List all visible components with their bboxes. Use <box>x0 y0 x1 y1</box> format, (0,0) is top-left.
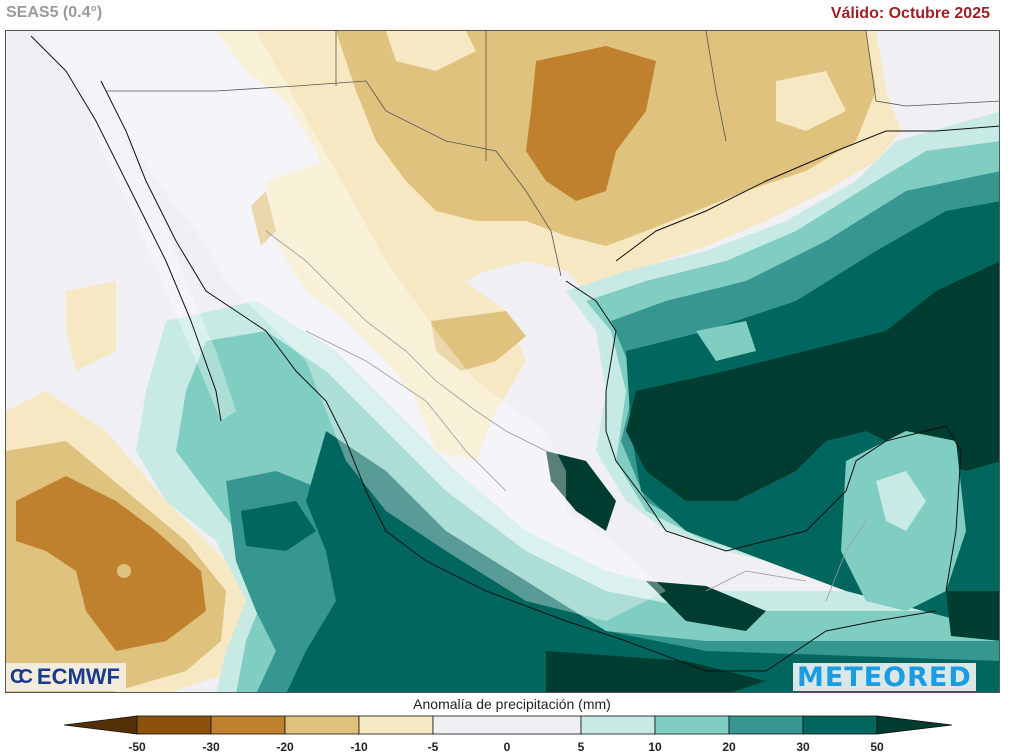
colorbar <box>63 715 953 735</box>
model-label: SEAS5 (0.4°) <box>6 4 103 21</box>
ecmwf-logo-text: ECMWF <box>36 664 120 689</box>
meteored-logo: METEORED <box>793 661 976 693</box>
colorbar-tick: 5 <box>577 740 585 754</box>
colorbar-tick: 20 <box>722 740 736 754</box>
ecmwf-logo-mark-icon: CC <box>10 665 33 688</box>
colorbar-title: Anomalía de precipitación (mm) <box>413 696 611 712</box>
colorbar-tick: 50 <box>870 740 884 754</box>
colorbar-tick: -5 <box>427 740 439 754</box>
valid-date-label: Válido: Octubre 2025 <box>830 5 990 22</box>
colorbar-tick: -20 <box>276 740 294 754</box>
colorbar-tick: -30 <box>202 740 220 754</box>
colorbar-tick: -10 <box>350 740 368 754</box>
map-canvas <box>6 31 999 692</box>
colorbar-tick: 30 <box>796 740 810 754</box>
colorbar-tick: 0 <box>503 740 511 754</box>
colorbar-tick: 10 <box>648 740 662 754</box>
precipitation-anomaly-map <box>5 30 1000 693</box>
ecmwf-logo: CC ECMWF <box>6 663 126 691</box>
meteored-logo-text: METEORED <box>797 661 972 693</box>
colorbar-tick: -50 <box>128 740 146 754</box>
